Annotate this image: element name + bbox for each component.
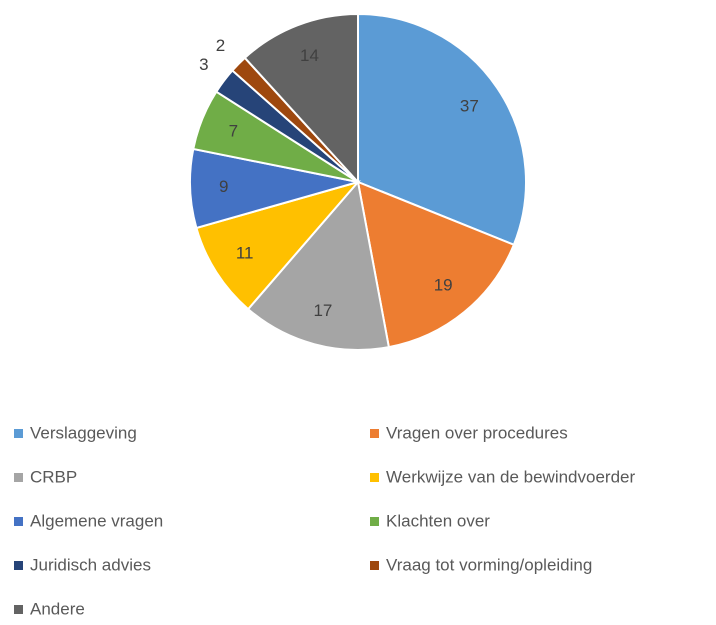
data-label: 9 xyxy=(219,177,228,196)
pie-slice xyxy=(243,12,359,185)
legend-marker xyxy=(14,605,23,614)
data-label: 2 xyxy=(216,36,225,55)
legend-label: Algemene vragen xyxy=(30,511,163,530)
pie-slice xyxy=(356,180,516,349)
legend-marker xyxy=(14,429,23,438)
legend-marker xyxy=(370,473,379,482)
data-label: 3 xyxy=(199,55,208,74)
legend-label: Klachten over xyxy=(386,511,490,530)
data-label: 17 xyxy=(313,301,332,320)
legend-label: Vraag tot vorming/opleiding xyxy=(386,555,592,574)
legend-label: Vragen over procedures xyxy=(386,423,568,442)
legend-marker xyxy=(14,473,23,482)
pie-slice xyxy=(357,12,527,247)
legend-label: Juridisch advies xyxy=(30,555,151,574)
legend-marker xyxy=(370,517,379,526)
data-label: 11 xyxy=(236,244,254,263)
data-label: 7 xyxy=(229,121,238,140)
data-label: 14 xyxy=(300,46,319,65)
pie-slice xyxy=(195,180,361,311)
legend-label: Werkwijze van de bewindvoerder xyxy=(386,467,635,486)
legend-marker xyxy=(14,561,23,570)
pie-slice xyxy=(246,179,391,351)
legend-label: Andere xyxy=(30,599,85,618)
legend-label: CRBP xyxy=(30,467,77,486)
data-label: 19 xyxy=(434,275,453,294)
legend-marker xyxy=(370,561,379,570)
legend-marker xyxy=(14,517,23,526)
legend-label: Verslaggeving xyxy=(30,423,137,442)
data-label: 37 xyxy=(460,96,479,115)
legend-marker xyxy=(370,429,379,438)
